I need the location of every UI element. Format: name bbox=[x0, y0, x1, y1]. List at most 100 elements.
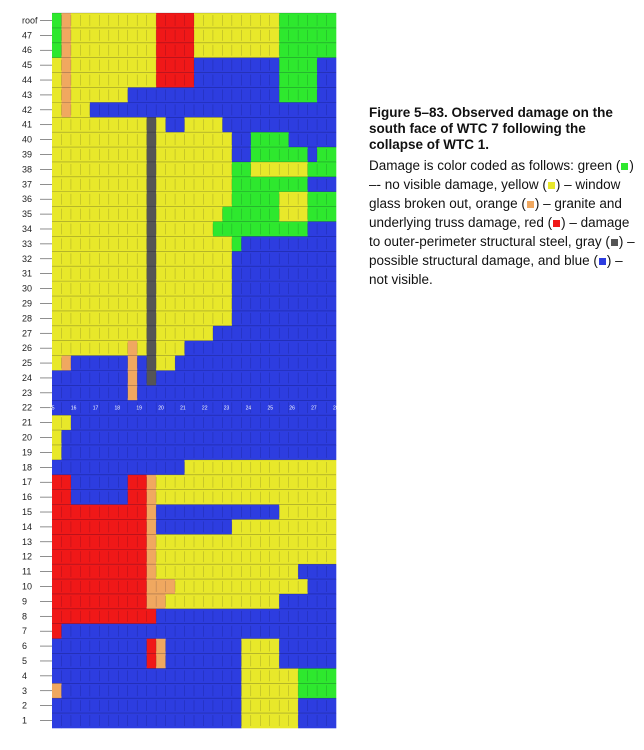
damage-cell bbox=[279, 87, 318, 103]
damage-cell bbox=[61, 42, 72, 58]
damage-cell bbox=[61, 668, 242, 684]
floor-label-29: 29 bbox=[22, 298, 32, 308]
damage-cell bbox=[317, 13, 337, 29]
floor-label-37: 37 bbox=[22, 179, 32, 189]
legend-color-name: orange bbox=[471, 196, 522, 211]
damage-cell bbox=[146, 593, 166, 610]
damage-cell bbox=[231, 132, 252, 148]
legend-entry-green: green () –- no visible damage, bbox=[369, 158, 634, 192]
damage-cell bbox=[241, 638, 271, 654]
column-label-18: 18 bbox=[115, 406, 121, 412]
damage-cell bbox=[61, 713, 242, 729]
damage-cell bbox=[61, 355, 72, 371]
damage-cell bbox=[231, 161, 252, 178]
damage-cell bbox=[52, 593, 147, 610]
damage-cell bbox=[241, 713, 299, 729]
column-label-24: 24 bbox=[246, 406, 252, 412]
damage-cell bbox=[156, 310, 233, 327]
legend-text: – damage to outer-perimeter structural s… bbox=[369, 215, 630, 249]
damage-cell bbox=[146, 489, 157, 505]
damage-cell bbox=[307, 191, 337, 207]
damage-cell bbox=[52, 206, 147, 222]
floor-label-27: 27 bbox=[22, 328, 32, 338]
damage-cell bbox=[52, 385, 129, 401]
damage-cell bbox=[70, 355, 129, 371]
damage-cell bbox=[317, 42, 337, 58]
damage-cell bbox=[52, 698, 62, 714]
damage-cell bbox=[137, 355, 147, 371]
damage-cell bbox=[307, 221, 337, 237]
column-label-17: 17 bbox=[93, 406, 99, 412]
damage-cell bbox=[156, 42, 195, 58]
damage-cell bbox=[127, 340, 138, 356]
damage-cell bbox=[241, 653, 271, 669]
floor-label-24: 24 bbox=[22, 373, 32, 383]
damage-cell bbox=[146, 549, 157, 565]
damage-cell bbox=[175, 579, 308, 595]
damage-cell bbox=[231, 310, 337, 327]
floor-label-9: 9 bbox=[22, 596, 27, 606]
floor-label-32: 32 bbox=[22, 254, 32, 264]
damage-cell bbox=[127, 87, 280, 103]
damage-cell bbox=[70, 102, 91, 118]
column-label-20: 20 bbox=[158, 406, 164, 412]
floor-label-5: 5 bbox=[22, 656, 27, 666]
damage-cell bbox=[231, 266, 337, 282]
damage-cell bbox=[61, 102, 72, 118]
damage-cell bbox=[212, 221, 308, 237]
damage-cell bbox=[222, 206, 280, 222]
damage-cell bbox=[156, 57, 195, 73]
damage-cell bbox=[52, 683, 62, 699]
damage-cell bbox=[146, 564, 157, 580]
damage-cell bbox=[279, 653, 337, 669]
damage-cell bbox=[279, 72, 318, 88]
damage-cell bbox=[156, 266, 233, 282]
damage-cell bbox=[194, 27, 280, 44]
figure-title: Figure 5–83. Observed damage on the sout… bbox=[369, 105, 613, 152]
damage-cell bbox=[127, 474, 147, 490]
damage-cell bbox=[156, 27, 195, 44]
damage-cell bbox=[52, 57, 62, 73]
damage-cell bbox=[156, 534, 337, 550]
damage-cell bbox=[146, 117, 157, 133]
legend-color-name: gray bbox=[571, 234, 606, 249]
damage-cell bbox=[61, 57, 72, 73]
damage-cell bbox=[52, 221, 147, 237]
legend-entries: green () –- no visible damage, yellow ()… bbox=[369, 158, 635, 287]
floor-label-22: 22 bbox=[22, 403, 32, 413]
damage-cell bbox=[231, 251, 337, 267]
legend-color-name: blue bbox=[560, 253, 594, 268]
damage-cell bbox=[231, 519, 337, 535]
damage-cell bbox=[156, 13, 195, 29]
damage-cell bbox=[52, 340, 129, 356]
floor-label-1: 1 bbox=[22, 716, 27, 726]
column-label-16: 16 bbox=[71, 406, 77, 412]
damage-cell bbox=[317, 72, 337, 88]
damage-cell bbox=[70, 27, 157, 44]
damage-cell bbox=[156, 325, 214, 342]
damage-cell bbox=[231, 296, 337, 312]
legend-entry-yellow: yellow () – window glass broken out, bbox=[369, 177, 620, 211]
damage-cell bbox=[250, 132, 289, 148]
damage-cell bbox=[70, 504, 147, 520]
damage-cell bbox=[52, 549, 147, 565]
damage-cell bbox=[146, 191, 157, 207]
floor-label-33: 33 bbox=[22, 239, 32, 249]
damage-cell bbox=[52, 147, 147, 163]
damage-cell bbox=[70, 72, 157, 88]
damage-cell bbox=[52, 444, 62, 461]
damage-cell bbox=[127, 355, 138, 371]
damage-cell bbox=[194, 57, 280, 73]
damage-cell bbox=[156, 474, 337, 490]
damage-cell bbox=[288, 132, 337, 148]
floor-label-46: 46 bbox=[22, 45, 32, 55]
damage-cell bbox=[156, 519, 233, 535]
damage-cell bbox=[307, 161, 337, 178]
column-label-27: 27 bbox=[311, 406, 317, 412]
damage-cell bbox=[61, 683, 242, 699]
damage-cell bbox=[241, 668, 299, 684]
damage-cell bbox=[156, 191, 233, 207]
damage-cell bbox=[194, 72, 280, 88]
damage-cell bbox=[156, 355, 176, 371]
damage-cell bbox=[156, 549, 337, 565]
